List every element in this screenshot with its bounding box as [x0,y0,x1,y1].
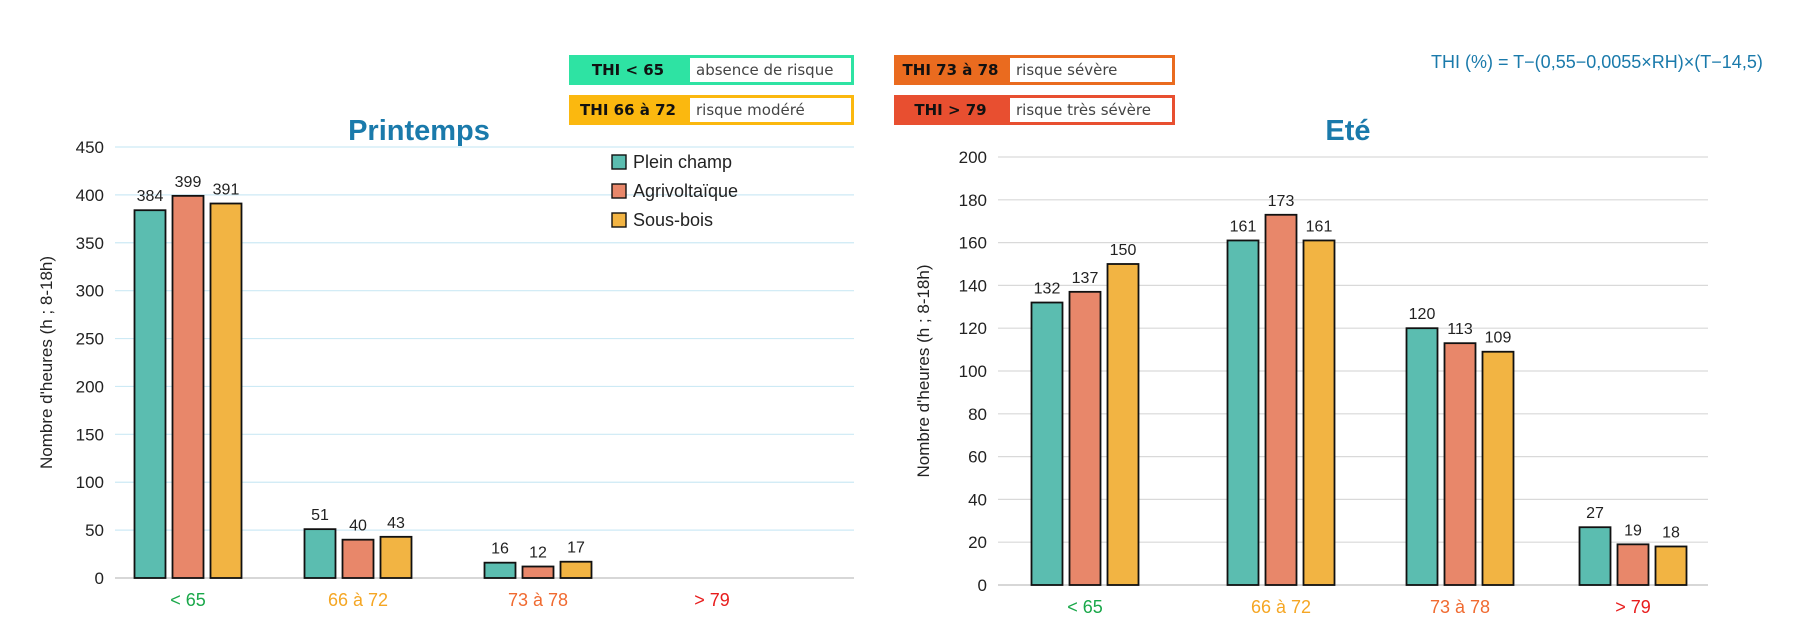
legend-swatch [611,212,627,228]
bar-agrivolta-que [521,565,555,579]
y-tick-label: 100 [76,473,104,492]
y-tick-label: 400 [76,186,104,205]
y-tick-label: 450 [76,138,104,157]
bar-agrivolta-que [171,194,205,579]
bar-plein-champ [1578,526,1612,586]
y-tick-label: 350 [76,234,104,253]
y-tick-label: 200 [76,377,104,396]
data-label: 27 [1586,505,1604,522]
x-tick-label: > 79 [694,590,730,610]
y-tick-label: 40 [968,490,987,509]
x-tick-label: 73 à 78 [1430,597,1490,617]
bar-plein-champ [303,528,337,579]
legend-swatch [611,183,627,199]
data-label: 137 [1072,270,1099,287]
data-label: 120 [1409,306,1436,323]
y-tick-label: 100 [959,362,987,381]
chart-title: Eté [1325,115,1370,147]
legend-label: absence de risque [687,55,854,85]
bar-agrivolta-que [1068,290,1102,586]
bar-agrivolta-que [341,538,375,579]
legend-key: THI 66 à 72 [569,95,687,125]
y-tick-label: 20 [968,533,987,552]
bar-agrivolta-que [1443,342,1477,586]
data-label: 17 [567,540,585,557]
legend-key: THI < 65 [569,55,687,85]
x-tick-label: 66 à 72 [328,590,388,610]
y-tick-label: 160 [959,234,987,253]
data-label: 19 [1624,522,1642,539]
bar-plein-champ [1405,327,1439,586]
y-tick-label: 0 [978,576,987,595]
data-label: 40 [349,518,367,535]
data-label: 16 [491,541,509,558]
legend-box-severe: THI 73 à 78 risque sévère [894,55,1175,85]
legend-box-very-severe: THI > 79 risque très sévère [894,95,1175,125]
y-tick-label: 180 [959,191,987,210]
legend-key: THI > 79 [894,95,1007,125]
thi-formula: THI (%) = T−(0,55−0,0055×RH)×(T−14,5) [1431,52,1763,72]
legend-swatch [611,154,627,170]
bar-plein-champ [483,561,517,579]
data-label: 150 [1110,242,1137,259]
y-tick-label: 200 [959,148,987,167]
y-tick-label: 150 [76,425,104,444]
y-tick-label: 60 [968,448,987,467]
data-label: 173 [1268,193,1295,210]
bar-sous-bois [1302,239,1336,586]
data-label: 43 [387,515,405,532]
bar-agrivolta-que [1616,543,1650,586]
legend-box-moderate: THI 66 à 72 risque modéré [569,95,854,125]
y-tick-label: 250 [76,330,104,349]
legend-label: Sous-bois [633,210,713,230]
bar-sous-bois [209,202,243,579]
bar-sous-bois [1481,350,1515,586]
chart-title: Printemps [348,115,490,147]
bar-plein-champ [1226,239,1260,586]
legend-key: THI 73 à 78 [894,55,1007,85]
y-tick-label: 50 [85,521,104,540]
x-tick-label: > 79 [1615,597,1651,617]
legend-label: risque modéré [687,95,854,125]
x-tick-label: < 65 [1067,597,1103,617]
data-label: 384 [137,188,164,205]
bar-sous-bois [1106,263,1140,586]
data-label: 12 [529,545,547,562]
y-axis-label: Nombre d'heures (h ; 8-18h) [914,264,933,477]
y-tick-label: 140 [959,276,987,295]
data-label: 132 [1034,281,1061,298]
legend-label: Plein champ [633,152,732,172]
bar-agrivolta-que [1264,213,1298,586]
y-tick-label: 120 [959,319,987,338]
bar-plein-champ [133,209,167,579]
y-tick-label: 80 [968,405,987,424]
data-label: 399 [175,174,202,191]
data-label: 51 [311,507,329,524]
legend-label: risque très sévère [1007,95,1175,125]
data-label: 161 [1306,218,1333,235]
data-label: 18 [1662,524,1680,541]
legend-label: Agrivoltaïque [633,181,738,201]
data-label: 391 [213,182,240,199]
data-label: 113 [1447,321,1473,338]
data-label: 161 [1230,218,1257,235]
legend-box-low: THI < 65 absence de risque [569,55,854,85]
bar-sous-bois [559,560,593,579]
bar-plein-champ [1030,301,1064,586]
x-tick-label: 66 à 72 [1251,597,1311,617]
y-axis-label: Nombre d'heures (h ; 8-18h) [37,256,56,469]
x-tick-label: < 65 [170,590,206,610]
bar-sous-bois [1654,545,1688,586]
data-label: 109 [1485,330,1512,347]
y-tick-label: 0 [95,569,104,588]
x-tick-label: 73 à 78 [508,590,568,610]
legend-label: risque sévère [1007,55,1175,85]
y-tick-label: 300 [76,282,104,301]
bar-sous-bois [379,535,413,579]
